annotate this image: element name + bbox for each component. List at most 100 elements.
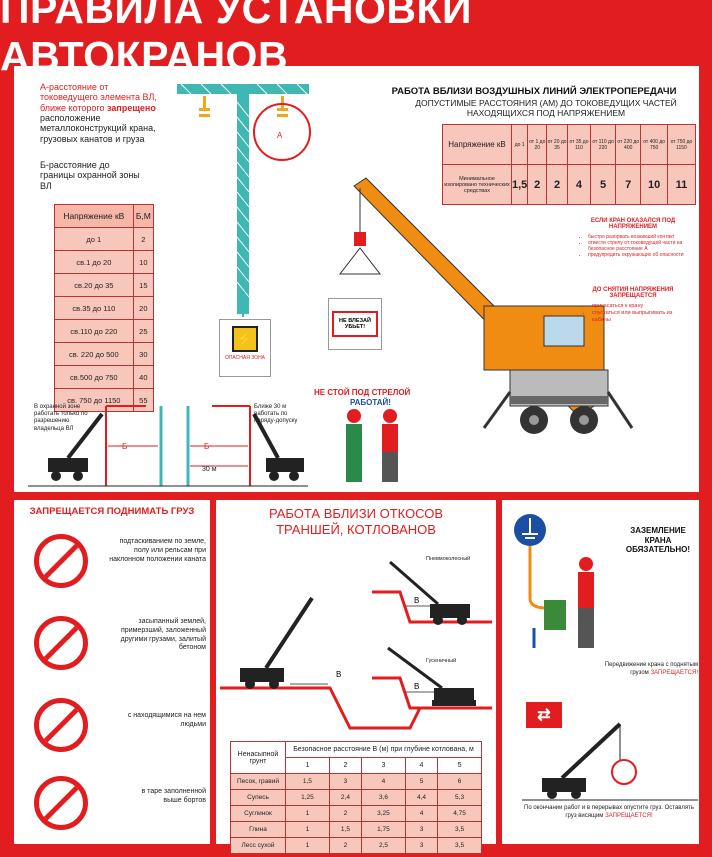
table-cell: 6 [437,773,482,790]
depth-cell: 5 [437,757,482,774]
table-header-cell: Напряжение кВ [442,124,512,165]
table-cell: Лесс сухой [230,837,286,854]
depth-cell: 2 [328,757,363,774]
table-cell: 1,5 [328,821,363,838]
note-protection-zone: В охранной зоне работать только по разре… [34,404,88,432]
table-cell: 1,5 [285,773,330,790]
table-cell: 3,25 [361,805,406,822]
label-b-right: Б [204,442,210,451]
danger-zone-label: ОПАСНАЯ ЗОНА [224,355,266,361]
table-row: Глина 1 1,5 1,75 3 3,5 [230,821,482,838]
table-row: Напряжение кВ до 1 от 1 до 20 от 20 до 35 от… [442,124,697,165]
power-tower-illustration [177,83,311,317]
movement-arrows-icon: ⇄ [526,702,562,728]
warning-item: предупредить окружающих об опасности [588,252,688,258]
b-definition: Б-расстояние до границы охранной зоны ВЛ [40,160,140,191]
table-row: св. 220 до 500 30 [54,342,155,366]
no-enter-text: НЕ ВЛЕЗАЙ УБЬЕТ! [332,311,378,337]
a-def-part1: А-расстояние от токоведущего элемента ВЛ… [40,82,157,113]
depth-cell: 3 [361,757,406,774]
table-row: св.35 до 110 20 [54,296,155,320]
boom-warning: НЕ СТОЙ ПОД СТРЕЛОЙ [314,388,410,397]
label-b-1: В [414,596,420,605]
table-header-cell: Б,М [132,204,155,228]
table-cell: 7 [615,164,642,205]
table-cell: 3,5 [437,837,482,854]
table-cell: от 400 до 750 [640,124,668,165]
table-cell: 4,4 [404,789,439,806]
boom-warning-1: НЕ СТОЙ ПОД СТРЕЛОЙ [314,388,411,397]
table-cell: 1 [285,821,330,838]
forbidden-item-4: в таре заполненной выше бортов [141,788,206,804]
table-cell: до 1 [54,227,134,251]
distance-header: Безопасное расстояние В (м) при глубине … [285,741,482,758]
drag-load-icon [34,534,88,588]
forbidden-item-2: засыпанный землей, примерзший, заложенны… [120,618,206,652]
table-row: св.110 до 220 25 [54,319,155,343]
table-cell: от 220 до 400 [615,124,642,165]
a-def-forbidden: запрещено [107,102,156,113]
a-def-part2: расположение металлоконструкций крана, г… [40,113,156,144]
overfilled-container-icon [34,776,88,830]
table-cell: 25 [132,319,155,343]
label-b-left: Б [122,442,128,451]
grounding-illustration [514,514,594,648]
table-row: Суглинок 1 2 3,25 4 4,75 [230,805,482,822]
powerline-subtitle: ДОПУСТИМЫЕ РАССТОЯНИЯ (АМ) ДО ТОКОВЕДУЩИ… [415,98,677,118]
table-cell: 10 [132,250,155,274]
table-cell: Песок, гравий [230,773,286,790]
crane-with-load-illustration [522,722,698,801]
table-cell: 10 [640,164,668,205]
table-cell: 2 [328,837,363,854]
table-cell: от 1 до 20 [527,124,548,165]
table-cell: св.20 до 35 [54,273,134,297]
protection-zone-table: Напряжение кВ Б,М до 1 2 св.1 до 20 10 св.20 д… [54,204,155,412]
table-cell: 2 [132,227,155,251]
no-enter-sign: НЕ ВЛЕЗАЙ УБЬЕТ! [328,298,382,350]
table-cell: Супесь [230,789,286,806]
table-row: св.1 до 20 10 [54,250,155,274]
powerline-title: РАБОТА ВБЛИЗИ ВОЗДУШНЫХ ЛИНИЙ ЭЛЕКТРОПЕР… [391,86,677,97]
table-cell: св. 220 до 500 [54,342,134,366]
table-header-cell: Минимальное изолировано технических сред… [442,164,512,205]
label-crawler: Гусеничный [426,658,457,664]
soil-header: Ненасыпной грунт [230,741,286,774]
end-note-text: По окончании работ и в перерывах опустит… [524,805,694,819]
forbidden-item-3: с находящимися на нем людьми [127,712,206,728]
people-on-load-icon [34,698,88,752]
bottom-right-panel: ЗАЗЕМЛЕНИЕ КРАНА ОБЯЗАТЕЛЬНО! Передвижен… [502,500,699,844]
end-note: По окончании работ и в перерывах опустит… [524,805,694,820]
warning2-list: прикасаться к крануспускаться или выпрыг… [584,303,692,324]
table-cell: 5 [404,773,439,790]
table-cell: 2 [546,164,568,205]
warning2-title: ДО СНЯТИЯ НАПРЯЖЕНИЯ ЗАПРЕЩАЕТСЯ [592,287,674,299]
table-cell: св.500 до 750 [54,365,134,389]
table-cell: 1 [285,805,330,822]
label-b-2: В [414,682,420,691]
table-cell: 30 [132,342,155,366]
table-cell: 40 [132,365,155,389]
forbidden-item-1: подтаскиванием по земле, полу или рельса… [109,538,206,563]
depth-cell: 1 [285,757,330,774]
note-permit: Ближе 30 м работать по наряду-допуску [254,404,298,425]
table-cell: 2,5 [361,837,406,854]
table-cell: от 20 до 35 [546,124,568,165]
table-cell: 11 [666,164,697,205]
slopes-title: РАБОТА ВБЛИЗИ ОТКОСОВ ТРАНШЕЙ, КОТЛОВАНО… [268,506,444,537]
buried-load-icon [34,616,88,670]
soil-distance-table: Ненасыпной грунт Безопасное расстояние В… [230,741,482,854]
table-cell: от 35 до 110 [566,124,592,165]
table-cell: Суглинок [230,805,286,822]
forbidden-lift-title: ЗАПРЕЩАЕТСЯ ПОДНИМАТЬ ГРУЗ [29,506,195,517]
table-row: св.500 до 750 40 [54,365,155,389]
table-header-row: Напряжение кВ Б,М [54,204,155,228]
bottom-left-panel: ЗАПРЕЩАЕТСЯ ПОДНИМАТЬ ГРУЗ подтаскивание… [14,500,210,844]
table-cell: 1 [285,837,330,854]
end-forbidden: ЗАПРЕЩАЕТСЯ! [605,812,653,819]
warning-item: отвести стрелу от токоведущей части на б… [588,240,688,252]
table-cell: св.110 до 220 [54,319,134,343]
voltage-distance-table: Напряжение кВ до 1 от 1 до 20 от 20 до 35 от… [442,124,697,205]
label-30m: 30 м [202,466,217,473]
boom-warning-2: РАБОТАЙ! [350,398,391,407]
